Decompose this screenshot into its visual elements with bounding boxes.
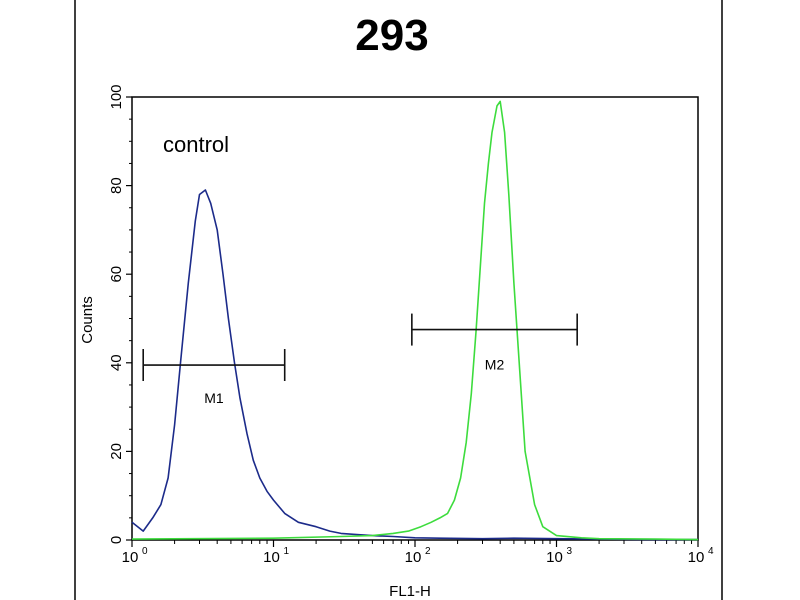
x-tick-label-exp: 0 (142, 546, 148, 557)
y-tick-label: 0 (108, 536, 125, 544)
plot-area (131, 96, 699, 541)
marker-label-m2: M2 (485, 357, 505, 373)
x-tick-label-exp: 2 (425, 546, 431, 557)
series-line-1 (131, 189, 698, 541)
x-tick-label-exp: 1 (284, 546, 290, 557)
x-tick-label-exp: 3 (567, 546, 573, 557)
x-tick-label-base: 10 (122, 549, 139, 566)
control-annotation: control (163, 132, 229, 157)
y-axis-ticks: 0 20 40 60 80 100 (108, 84, 132, 544)
series-layer (131, 100, 699, 541)
y-axis-label: Counts (79, 296, 96, 344)
x-tick-label-exp: 4 (708, 546, 714, 557)
x-axis-ticks: 10 0 10 1 10 2 10 3 10 4 (122, 540, 714, 566)
chart-title: 293 (355, 11, 428, 60)
y-tick-label: 20 (108, 443, 125, 460)
y-tick-label: 80 (108, 177, 125, 194)
y-tick-label: 40 (108, 354, 125, 371)
marker-layer: M1 M2 (142, 313, 578, 406)
y-tick-label: 100 (108, 84, 125, 109)
x-axis-label: FL1-H (389, 583, 431, 600)
x-tick-label-base: 10 (405, 549, 422, 566)
x-tick-label-base: 10 (688, 549, 705, 566)
x-tick-label-base: 10 (546, 549, 563, 566)
y-tick-label: 60 (108, 266, 125, 283)
series-line-2 (131, 100, 699, 541)
marker-label-m1: M1 (204, 390, 224, 406)
x-tick-label-base: 10 (263, 549, 280, 566)
